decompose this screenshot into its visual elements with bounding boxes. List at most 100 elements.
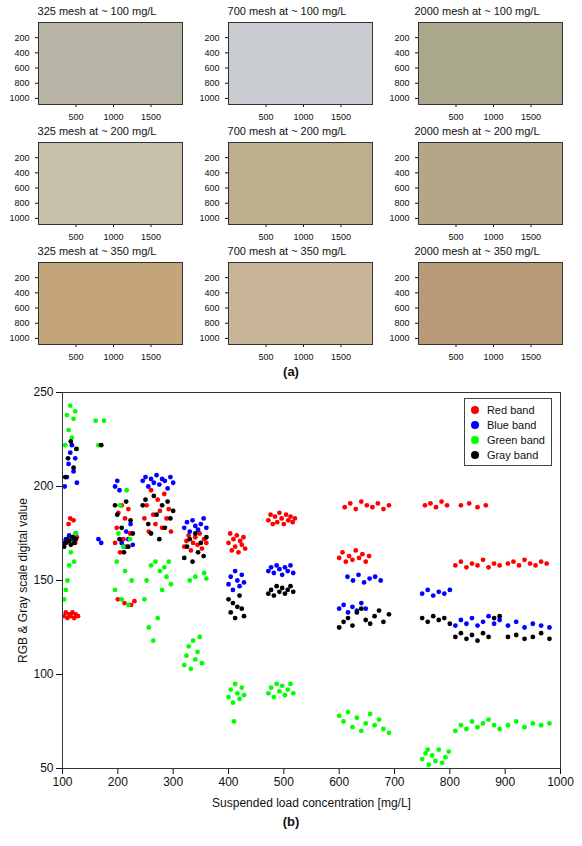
svg-text:RGB & Gray scale digital value: RGB & Gray scale digital value xyxy=(16,498,30,663)
svg-text:250: 250 xyxy=(33,385,53,399)
html-text:Gray band: Gray band xyxy=(486,448,539,461)
svg-text:1000: 1000 xyxy=(293,352,313,362)
svg-text:400: 400 xyxy=(394,288,409,298)
svg-text:1000: 1000 xyxy=(547,775,574,789)
svg-text:800: 800 xyxy=(204,198,219,208)
html-text:325 mesh at ~ 200 mg/L: 325 mesh at ~ 200 mg/L xyxy=(37,125,157,137)
svg-text:1500: 1500 xyxy=(331,112,351,122)
svg-text:600: 600 xyxy=(329,775,349,789)
svg-text:200: 200 xyxy=(394,273,409,283)
svg-text:1500: 1500 xyxy=(521,232,541,242)
svg-text:200: 200 xyxy=(394,153,409,163)
svg-text:1000: 1000 xyxy=(103,232,123,242)
svg-text:800: 800 xyxy=(440,775,460,789)
svg-text:400: 400 xyxy=(204,288,219,298)
svg-text:800: 800 xyxy=(14,318,29,328)
svg-text:800: 800 xyxy=(204,78,219,88)
svg-text:Suspended load concentration [: Suspended load concentration [mg/L] xyxy=(212,796,411,810)
svg-text:800: 800 xyxy=(204,318,219,328)
html-text:Green band: Green band xyxy=(486,433,545,446)
svg-text:600: 600 xyxy=(204,63,219,73)
html-text:325 mesh at ~ 100 mg/L: 325 mesh at ~ 100 mg/L xyxy=(37,5,157,17)
svg-text:400: 400 xyxy=(14,168,29,178)
svg-text:600: 600 xyxy=(394,183,409,193)
svg-text:1000: 1000 xyxy=(199,333,219,343)
svg-text:50: 50 xyxy=(40,761,54,775)
svg-text:1000: 1000 xyxy=(9,213,29,223)
svg-text:500: 500 xyxy=(448,352,463,362)
svg-text:200: 200 xyxy=(33,479,53,493)
svg-text:1000: 1000 xyxy=(293,112,313,122)
svg-text:500: 500 xyxy=(258,352,273,362)
svg-text:500: 500 xyxy=(448,112,463,122)
svg-text:1500: 1500 xyxy=(331,352,351,362)
svg-text:1000: 1000 xyxy=(9,93,29,103)
svg-text:500: 500 xyxy=(448,232,463,242)
svg-text:1500: 1500 xyxy=(331,232,351,242)
html-text:2000 mesh at ~ 100 mg/L: 2000 mesh at ~ 100 mg/L xyxy=(414,5,540,17)
svg-text:200: 200 xyxy=(204,273,219,283)
svg-text:500: 500 xyxy=(274,775,294,789)
svg-text:400: 400 xyxy=(204,48,219,58)
svg-text:1500: 1500 xyxy=(141,112,161,122)
svg-text:600: 600 xyxy=(394,303,409,313)
html-text:Red band: Red band xyxy=(486,403,535,416)
svg-text:600: 600 xyxy=(14,183,29,193)
svg-text:500: 500 xyxy=(68,112,83,122)
svg-text:200: 200 xyxy=(14,33,29,43)
svg-text:500: 500 xyxy=(68,232,83,242)
svg-text:500: 500 xyxy=(68,352,83,362)
svg-text:800: 800 xyxy=(394,78,409,88)
svg-text:900: 900 xyxy=(495,775,515,789)
svg-text:600: 600 xyxy=(14,303,29,313)
html-text:(a): (a) xyxy=(283,364,299,379)
svg-text:200: 200 xyxy=(108,775,128,789)
svg-text:1000: 1000 xyxy=(483,352,503,362)
svg-text:400: 400 xyxy=(218,775,238,789)
svg-text:1500: 1500 xyxy=(521,112,541,122)
svg-text:400: 400 xyxy=(394,48,409,58)
svg-text:1000: 1000 xyxy=(389,333,409,343)
svg-text:400: 400 xyxy=(14,288,29,298)
svg-text:600: 600 xyxy=(394,63,409,73)
svg-text:1000: 1000 xyxy=(103,352,123,362)
svg-text:1000: 1000 xyxy=(103,112,123,122)
svg-text:1500: 1500 xyxy=(141,352,161,362)
html-text:700 mesh at ~ 100 mg/L: 700 mesh at ~ 100 mg/L xyxy=(227,5,347,17)
svg-text:1000: 1000 xyxy=(483,112,503,122)
svg-text:600: 600 xyxy=(204,303,219,313)
svg-text:200: 200 xyxy=(14,273,29,283)
svg-text:200: 200 xyxy=(394,33,409,43)
html-text:Blue band: Blue band xyxy=(486,418,537,431)
svg-text:1500: 1500 xyxy=(141,232,161,242)
svg-text:100: 100 xyxy=(33,667,53,681)
svg-text:200: 200 xyxy=(14,153,29,163)
svg-text:1000: 1000 xyxy=(9,333,29,343)
svg-text:200: 200 xyxy=(204,153,219,163)
html-text:700 mesh at ~ 200 mg/L: 700 mesh at ~ 200 mg/L xyxy=(227,125,347,137)
svg-text:400: 400 xyxy=(14,48,29,58)
svg-text:700: 700 xyxy=(384,775,404,789)
svg-text:1000: 1000 xyxy=(389,213,409,223)
svg-text:500: 500 xyxy=(258,112,273,122)
svg-text:1000: 1000 xyxy=(293,232,313,242)
svg-text:150: 150 xyxy=(33,573,53,587)
svg-text:100: 100 xyxy=(52,775,72,789)
svg-text:600: 600 xyxy=(14,63,29,73)
svg-text:1000: 1000 xyxy=(199,93,219,103)
svg-text:200: 200 xyxy=(204,33,219,43)
html-text:(b): (b) xyxy=(282,814,300,829)
svg-text:1500: 1500 xyxy=(521,352,541,362)
svg-text:1000: 1000 xyxy=(199,213,219,223)
svg-text:300: 300 xyxy=(163,775,183,789)
svg-text:800: 800 xyxy=(394,198,409,208)
svg-text:1000: 1000 xyxy=(389,93,409,103)
svg-text:800: 800 xyxy=(14,198,29,208)
svg-text:1000: 1000 xyxy=(483,232,503,242)
svg-text:800: 800 xyxy=(14,78,29,88)
svg-text:800: 800 xyxy=(394,318,409,328)
svg-text:400: 400 xyxy=(204,168,219,178)
svg-text:500: 500 xyxy=(258,232,273,242)
svg-text:600: 600 xyxy=(204,183,219,193)
svg-text:400: 400 xyxy=(394,168,409,178)
